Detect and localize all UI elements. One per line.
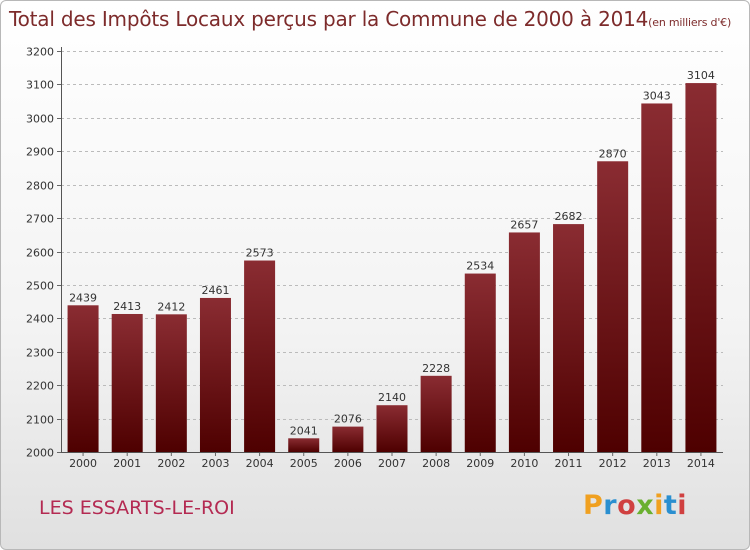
y-tick-label: 2500	[26, 280, 54, 293]
bar-2003[interactable]	[199, 297, 231, 452]
x-tick-label: 2001	[113, 457, 141, 470]
bar-2000[interactable]	[67, 305, 99, 452]
x-tick-label: 2012	[599, 457, 627, 470]
bar-2007[interactable]	[376, 405, 408, 452]
chart-title: Total des Impôts Locaux perçus par la Co…	[9, 7, 731, 31]
logo-letter: i	[654, 490, 664, 521]
axes: 2000 2100 2200 2300 2400 2500 2600 2700 2800 2900…	[26, 46, 723, 470]
bar-2013[interactable]	[641, 103, 673, 452]
data-label-2005: 2041	[290, 424, 318, 437]
x-tick-label: 2007	[378, 457, 406, 470]
x-tick-label: 2008	[422, 457, 450, 470]
logo-letter: i	[677, 490, 688, 521]
data-label-2001: 2413	[113, 300, 141, 313]
y-tick-label: 2000	[26, 447, 54, 460]
bar-2004[interactable]	[244, 260, 276, 452]
y-tick-label: 2600	[26, 247, 54, 260]
bars: 2439 2413 2412 2461 2573 2041 2076 2140 2228 2534…	[67, 69, 717, 452]
data-label-2006: 2076	[334, 413, 362, 426]
y-tick-label: 2300	[26, 347, 54, 360]
data-label-2002: 2412	[157, 300, 185, 313]
x-tick-label: 2005	[290, 457, 318, 470]
y-tick-label: 2100	[26, 414, 54, 427]
commune-name: LES ESSARTS-LE-ROI	[39, 497, 235, 519]
logo-letter: r	[603, 490, 618, 521]
data-label-2007: 2140	[378, 391, 406, 404]
data-label-2000: 2439	[69, 291, 97, 304]
data-label-2013: 3043	[643, 89, 671, 102]
y-tick-label: 3000	[26, 113, 54, 126]
x-tick-label: 2004	[246, 457, 274, 470]
y-tick-label: 2400	[26, 313, 54, 326]
logo-letter: t	[663, 490, 678, 521]
title-unit: (en milliers d'€)	[648, 16, 732, 29]
bar-2001[interactable]	[111, 313, 143, 452]
data-label-2008: 2228	[422, 362, 450, 375]
data-label-2010: 2657	[510, 218, 538, 231]
x-tick-label: 2013	[643, 457, 671, 470]
y-tick-label: 3200	[26, 46, 54, 59]
bar-2011[interactable]	[553, 224, 585, 452]
x-tick-label: 2009	[466, 457, 494, 470]
data-label-2003: 2461	[201, 284, 229, 297]
y-tick-label: 2900	[26, 146, 54, 159]
bar-2002[interactable]	[155, 314, 187, 452]
bar-2006[interactable]	[332, 426, 364, 452]
bar-2010[interactable]	[508, 232, 540, 452]
data-label-2004: 2573	[246, 247, 274, 260]
y-tick-label: 2700	[26, 213, 54, 226]
title-main: Total des Impôts Locaux perçus par la Co…	[9, 7, 649, 31]
y-tick-label: 2200	[26, 380, 54, 393]
logo-letter: o	[617, 490, 637, 521]
x-tick-label: 2011	[555, 457, 583, 470]
logo-letter: P	[583, 490, 604, 521]
data-label-2014: 3104	[687, 69, 715, 82]
x-tick-label: 2006	[334, 457, 362, 470]
y-tick-label: 2800	[26, 180, 54, 193]
y-tick-label: 3100	[26, 79, 54, 92]
data-label-2011: 2682	[555, 210, 583, 223]
bar-2008[interactable]	[420, 375, 452, 452]
x-tick-label: 2010	[510, 457, 538, 470]
bar-2005[interactable]	[288, 438, 320, 452]
logo-letter: x	[636, 490, 655, 521]
bar-2009[interactable]	[464, 273, 496, 452]
x-tick-label: 2000	[69, 457, 97, 470]
x-tick-label: 2003	[201, 457, 229, 470]
data-label-2012: 2870	[599, 147, 627, 160]
proxiti-logo[interactable]: Proxiti	[583, 490, 687, 521]
bar-2012[interactable]	[597, 161, 629, 452]
x-tick-label: 2002	[157, 457, 185, 470]
data-label-2009: 2534	[466, 260, 494, 273]
x-tick-label: 2014	[687, 457, 715, 470]
bar-2014[interactable]	[685, 83, 717, 452]
